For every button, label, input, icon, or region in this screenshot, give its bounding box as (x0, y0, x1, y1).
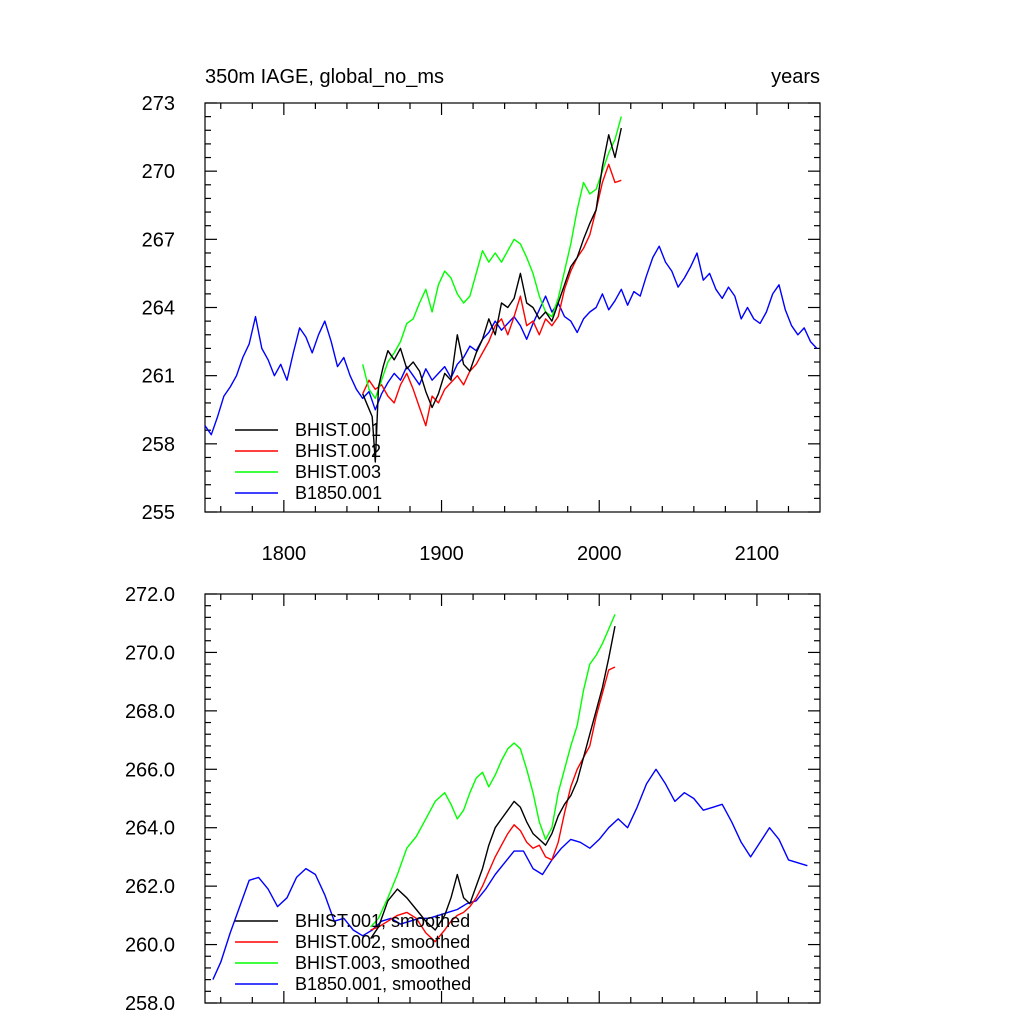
y-tick-label: 267 (142, 229, 175, 251)
chart-panel-1: 255 258 261 264 267 270 273 1800 1900 2000 2100 350… (142, 66, 821, 565)
legend-entry: BHIST.001, smoothed (295, 911, 470, 931)
legend-entry: BHIST.003, smoothed (295, 953, 470, 973)
x-tick-label: 1900 (419, 543, 464, 565)
series-line-bhist-001-smoothed (370, 625, 616, 940)
legend-entry: B1850.001 (295, 483, 382, 503)
y-tick-label: 262.0 (125, 876, 175, 898)
y-tick-label: 264.0 (125, 818, 175, 840)
series-line-bhist-003-smoothed (370, 614, 616, 928)
chart-title: 350m IAGE, global_no_ms (205, 66, 444, 88)
y-tick-label: 258 (142, 434, 175, 456)
legend-entry: BHIST.002, smoothed (295, 932, 470, 952)
y-tick-label: 268.0 (125, 701, 175, 723)
y-tick-label: 273 (142, 93, 175, 115)
y-tick-label: 261 (142, 366, 175, 388)
legend-entry: BHIST.001 (295, 420, 381, 440)
y-tick-label: 260.0 (125, 935, 175, 957)
y-tick-label: 272.0 (125, 584, 175, 606)
y-tick-label: 264 (142, 298, 175, 320)
series-line-b1850-001 (204, 245, 818, 436)
legend-entry: BHIST.003 (295, 462, 381, 482)
legend-entry: B1850.001, smoothed (295, 974, 471, 994)
plot-frame (204, 593, 821, 1004)
y-tick-label: 270.0 (125, 642, 175, 664)
series-line-bhist-002 (362, 163, 622, 427)
series-line-bhist-003 (362, 116, 622, 400)
y-tick-label: 255 (142, 502, 175, 524)
series-line-bhist-002-smoothed (370, 666, 616, 943)
x-tick-label: 2000 (577, 543, 622, 565)
y-tick-label: 266.0 (125, 759, 175, 781)
y-tick-label: 270 (142, 161, 175, 183)
y-tick-label: 258.0 (125, 993, 175, 1015)
series-line-bhist-001 (362, 127, 622, 463)
series-line-b1850-001-smoothed (212, 768, 808, 980)
chart-panel-2: 258.0 260.0 262.0 264.0 266.0 268.0 270.0 272.0… (125, 584, 821, 1015)
legend-entry: BHIST.002 (295, 441, 381, 461)
units-label: years (771, 66, 820, 88)
x-tick-label: 2100 (735, 543, 780, 565)
x-tick-label: 1800 (262, 543, 307, 565)
